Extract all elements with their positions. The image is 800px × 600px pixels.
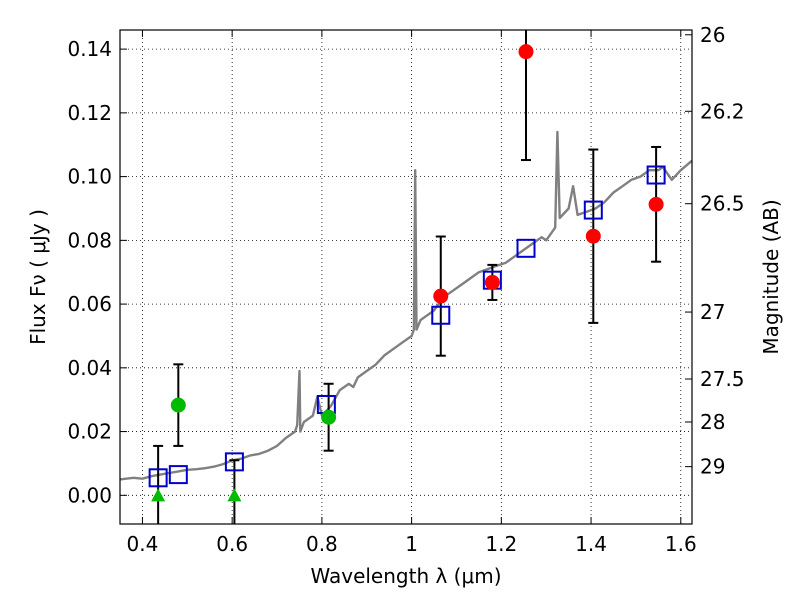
- y2-tick-label: 27: [700, 300, 725, 324]
- y-tick-label: 0.00: [67, 483, 112, 507]
- axis-ticks: 0.4 0.6 0.8 1 1.2 1.4 1.6 0.00 0.02 0.04 0.06 0.08 0…: [67, 23, 744, 556]
- spectrum-series: [119, 130, 693, 481]
- data-point-circle: [484, 274, 500, 290]
- y-tick-label: 0.04: [67, 356, 112, 380]
- x-tick-label: 1.2: [485, 532, 517, 556]
- y-tick-label: 0.02: [67, 420, 112, 444]
- data-point-circle: [648, 196, 664, 212]
- y2-tick-label: 26: [700, 23, 725, 47]
- data-point-circle: [585, 228, 601, 244]
- model-point-square: [646, 165, 666, 185]
- model-point-square: [583, 200, 603, 220]
- x-tick-label: 1: [405, 532, 418, 556]
- model-point-square: [168, 465, 188, 485]
- plot-frame: [119, 29, 693, 525]
- x-tick-label: 1.6: [665, 532, 697, 556]
- model-point-square: [148, 468, 168, 488]
- y2-tick-label: 26.5: [700, 192, 745, 216]
- x-tick-label: 0.8: [306, 532, 338, 556]
- upper-limit-triangle: [151, 488, 166, 502]
- markers: [148, 44, 666, 502]
- upper-limit-triangle: [227, 488, 242, 502]
- model-point-square: [431, 305, 451, 325]
- data-point-circle: [170, 397, 186, 413]
- y-tick-label: 0.06: [67, 292, 112, 316]
- y-tick-label: 0.10: [67, 165, 112, 189]
- data-point-circle: [433, 288, 449, 304]
- data-point-circle: [518, 44, 534, 60]
- model-point-square: [224, 452, 244, 472]
- y-tick-label: 0.08: [67, 228, 112, 252]
- y2-tick-label: 28: [700, 410, 725, 434]
- y-axis-label: Flux Fν ( μJy ): [26, 209, 50, 345]
- data-point-circle: [321, 409, 337, 425]
- y2-tick-label: 26.2: [700, 99, 745, 123]
- x-tick-label: 0.4: [127, 532, 159, 556]
- model-point-square: [516, 238, 536, 258]
- x-axis-label: Wavelength λ (μm): [310, 564, 501, 588]
- x-tick-label: 0.6: [216, 532, 248, 556]
- y-tick-label: 0.12: [67, 101, 112, 125]
- y2-tick-label: 27.5: [700, 367, 745, 391]
- y2-axis-label: Magnitude (AB): [759, 199, 783, 354]
- y-tick-label: 0.14: [67, 37, 112, 61]
- spectrum-line: [119, 130, 693, 481]
- y2-tick-label: 29: [700, 455, 725, 479]
- x-tick-label: 1.4: [575, 532, 607, 556]
